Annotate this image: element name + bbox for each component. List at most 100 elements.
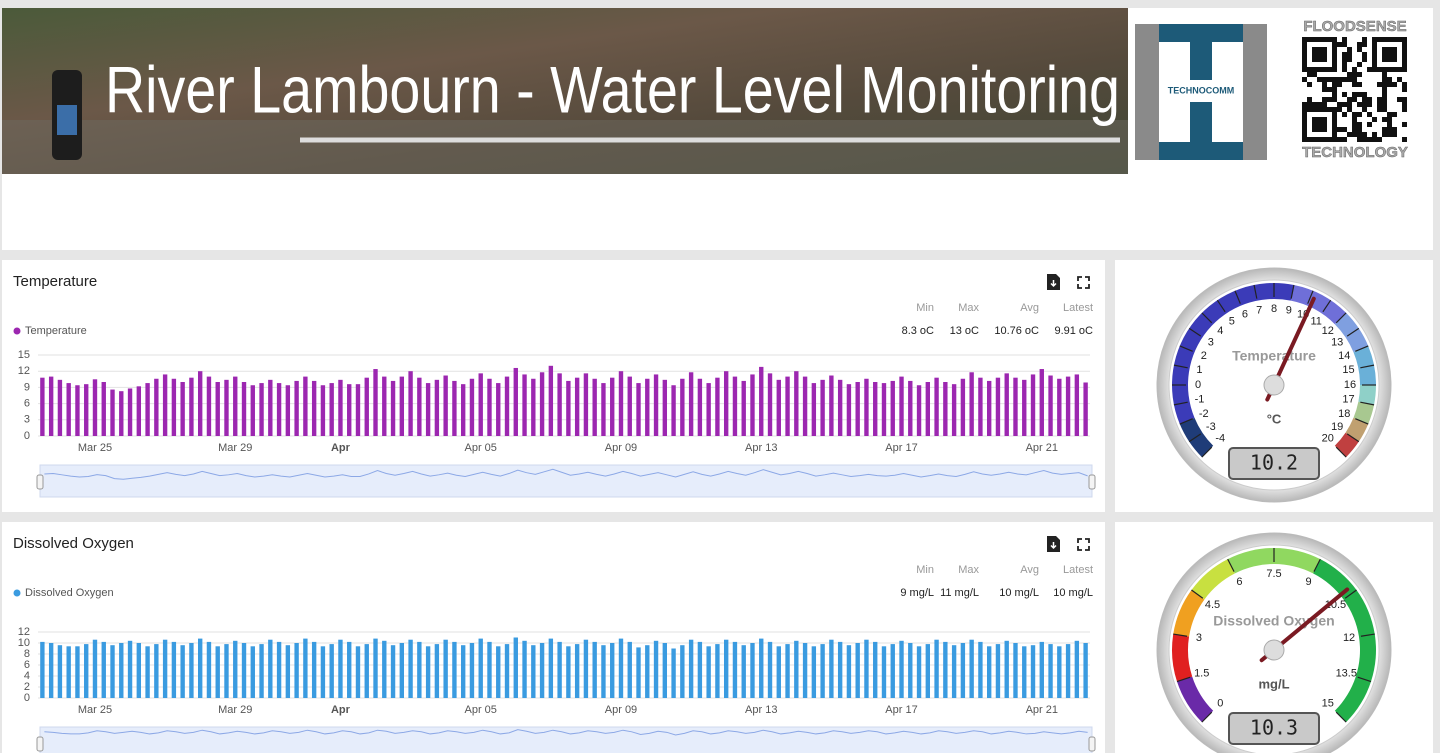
bar — [723, 639, 729, 698]
x-tick-label: Apr 09 — [605, 442, 637, 454]
qr-module — [1307, 107, 1312, 112]
qr-module — [1402, 122, 1407, 127]
bar — [399, 643, 405, 698]
qr-module — [1337, 77, 1342, 82]
x-tick-label: Apr 05 — [465, 704, 497, 716]
qr-module — [1352, 132, 1357, 137]
y-tick-label: 12 — [18, 626, 30, 638]
bar — [162, 374, 168, 436]
bar — [776, 646, 781, 698]
bar — [548, 638, 554, 698]
qr-module — [1307, 82, 1312, 87]
qr-module — [1352, 82, 1357, 87]
bar — [206, 641, 212, 698]
qr-module — [1317, 107, 1322, 112]
download-arrow[interactable] — [1050, 542, 1057, 550]
gauge-tick — [1307, 290, 1314, 304]
qr-module — [1402, 107, 1407, 112]
qr-module — [1322, 97, 1327, 102]
gauge-tick-label: 16 — [1344, 379, 1356, 391]
qr-module — [1317, 137, 1322, 142]
qr-module — [1387, 82, 1392, 87]
qr-module — [1317, 57, 1322, 62]
qr-module — [1347, 107, 1352, 112]
qr-module — [1307, 37, 1312, 42]
navigator-handle[interactable] — [1088, 474, 1096, 490]
bar — [276, 383, 282, 436]
fullscreen-button[interactable] — [1077, 538, 1090, 551]
qr-module — [1397, 37, 1402, 42]
fullscreen-icon[interactable] — [1077, 276, 1090, 289]
bar — [566, 646, 571, 698]
gauge-tick — [1253, 284, 1258, 299]
fullscreen-button[interactable] — [1077, 276, 1090, 289]
stat-value: 8.3 oC — [902, 325, 934, 337]
qr-module — [1322, 102, 1327, 107]
qr-module — [1327, 87, 1332, 92]
qr-module — [1322, 77, 1327, 82]
bar — [66, 646, 71, 698]
download-arrow[interactable] — [1050, 280, 1057, 288]
bar — [40, 641, 45, 698]
bar — [268, 379, 273, 436]
bar — [224, 644, 229, 698]
qr-module — [1312, 57, 1317, 62]
gauge-tick — [1201, 312, 1213, 324]
stat-label: Avg — [1020, 302, 1039, 314]
qr-module — [1362, 102, 1367, 107]
navigator-line — [44, 468, 1088, 480]
bar — [452, 641, 457, 698]
qr-module — [1387, 37, 1392, 42]
bar — [233, 640, 238, 698]
qr-module — [1342, 92, 1347, 97]
bar — [496, 646, 501, 698]
gauge-tick — [1335, 312, 1347, 324]
bar — [978, 377, 983, 436]
gauge-tick-label: 0 — [1195, 379, 1201, 391]
bar — [1013, 643, 1018, 698]
bar — [311, 641, 317, 698]
bar — [390, 645, 396, 698]
bar — [382, 640, 387, 698]
stat-label: Min — [916, 564, 934, 576]
navigator-handle[interactable] — [36, 736, 44, 752]
bar — [48, 643, 54, 698]
gauge-tick — [1201, 711, 1213, 723]
stat-label: Max — [958, 564, 979, 576]
qr-module — [1372, 117, 1377, 122]
qr-module — [1307, 97, 1312, 102]
bar — [566, 380, 571, 436]
fullscreen-icon[interactable] — [1077, 538, 1090, 551]
stat-value: 13 oC — [950, 325, 979, 337]
gauge-tick-label: -4 — [1215, 433, 1225, 445]
bar — [320, 646, 326, 698]
bar — [978, 641, 983, 698]
bar — [986, 380, 992, 436]
qr-module — [1382, 127, 1387, 132]
stat-value: 11 mg/L — [940, 587, 979, 599]
y-tick-label: 15 — [18, 349, 30, 361]
bar — [680, 378, 685, 436]
bar — [802, 376, 808, 436]
qr-module — [1332, 77, 1337, 82]
qr-module — [1387, 77, 1392, 82]
qr-module — [1387, 47, 1392, 52]
y-tick-label: 8 — [24, 648, 30, 660]
navigator-handle[interactable] — [36, 474, 44, 490]
qr-module — [1322, 122, 1327, 127]
qr-module — [1362, 52, 1367, 57]
navigator[interactable] — [39, 464, 1093, 498]
navigator[interactable] — [39, 726, 1093, 753]
navigator-handle[interactable] — [1088, 736, 1096, 752]
bar — [197, 638, 203, 698]
gauge-tick-label: 1 — [1196, 364, 1202, 376]
gauge-tick — [1173, 633, 1188, 637]
qr-module — [1307, 137, 1312, 142]
qr-module — [1357, 82, 1362, 87]
bar — [206, 376, 212, 436]
download-button[interactable] — [1047, 274, 1060, 290]
download-button[interactable] — [1047, 536, 1060, 552]
qr-module — [1382, 102, 1387, 107]
logo-text: TECHNOLOGY — [1302, 144, 1408, 161]
qr-module — [1312, 127, 1317, 132]
